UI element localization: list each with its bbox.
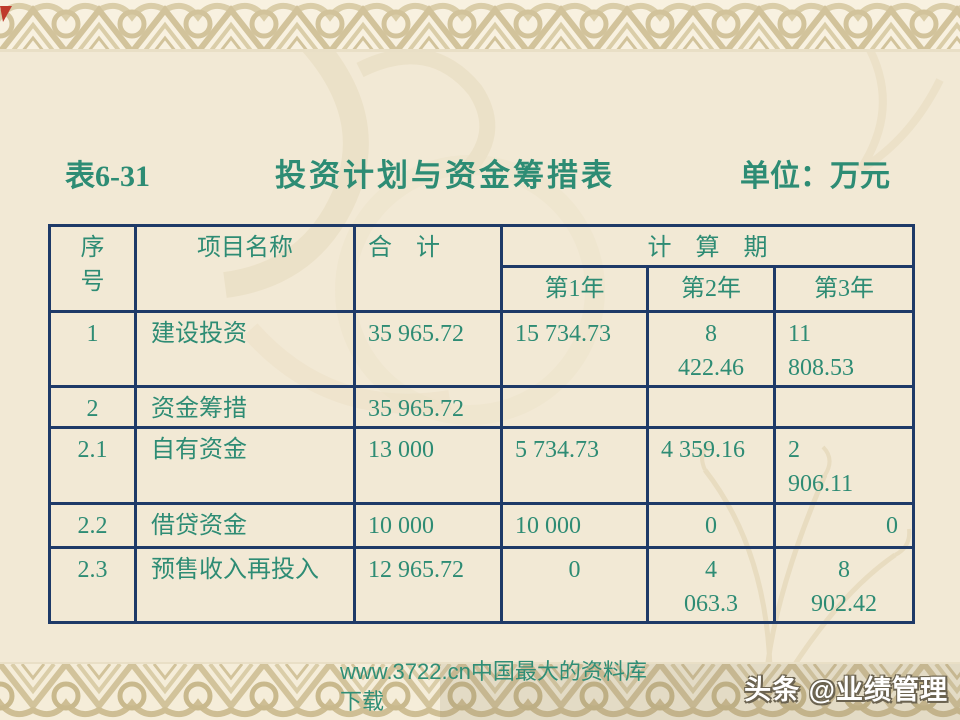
header-serial-number: 序 号: [48, 224, 137, 313]
cell-serial: 1: [48, 310, 137, 388]
slide-title-row: 表6-31 投资计划与资金筹措表 单位：万元: [65, 150, 890, 195]
cell-year3: 8 902.42: [772, 546, 916, 624]
header-project-name: 项目名称: [134, 224, 356, 313]
header-row-years: 第1年 第2年 第3年: [50, 265, 916, 313]
cell-total: 35 965.72: [353, 385, 503, 429]
cell-year2: 0: [646, 502, 776, 549]
cell-year1: 10 000: [500, 502, 649, 549]
toutiao-watermark: 头条 @业绩管理: [744, 675, 948, 705]
header-total: 合 计: [353, 224, 503, 313]
cell-year3: [772, 385, 916, 429]
cell-year3: 0: [772, 502, 916, 549]
cell-year2: 8 422.46: [646, 310, 776, 388]
table-row: 2.3 预售收入再投入 12 965.72 0 4 063.3 8 902.42: [48, 546, 916, 624]
cell-year2: 4 063.3: [646, 546, 776, 624]
cell-total: 10 000: [353, 502, 503, 549]
table-row: 2 资金筹措 35 965.72: [48, 385, 916, 429]
site-watermark-text: www.3722.cn中国最大的资料库 下载: [340, 659, 647, 714]
red-accent-triangle: [0, 6, 12, 22]
investment-plan-table: 序 号 项目名称 合 计 计 算 期 第1年 第2年 第3年 1 建设投资 35…: [48, 224, 916, 624]
cell-serial: 2.2: [48, 502, 137, 549]
cell-year3: 2 906.11: [772, 426, 916, 505]
cell-project-name: 资金筹措: [134, 385, 356, 429]
slide-title: 投资计划与资金筹措表: [275, 158, 615, 193]
table-row: 2.2 借贷资金 10 000 10 000 0 0: [48, 502, 916, 549]
cell-year1: 15 734.73: [500, 310, 649, 388]
cell-year1: 0: [500, 546, 649, 624]
unit-label: 单位：万元: [740, 160, 890, 193]
cell-total: 12 965.72: [353, 546, 503, 624]
cell-total: 35 965.72: [353, 310, 503, 388]
cell-year1: 5 734.73: [500, 426, 649, 505]
cell-project-name: 建设投资: [134, 310, 356, 388]
cell-serial: 2: [48, 385, 137, 429]
cell-serial: 2.1: [48, 426, 137, 505]
cell-project-name: 借贷资金: [134, 502, 356, 549]
cell-project-name: 预售收入再投入: [134, 546, 356, 624]
bottom-border-ornament: [0, 662, 960, 720]
header-row-group: 序 号 项目名称 合 计 计 算 期: [48, 224, 916, 313]
cell-project-name: 自有资金: [134, 426, 356, 505]
cell-year2: 4 359.16: [646, 426, 776, 505]
top-border-ornament: [0, 0, 960, 52]
header-calculation-period: 计 算 期: [499, 224, 916, 268]
cell-year3: 11 808.53: [772, 310, 916, 388]
header-year-3: 第3年: [772, 265, 916, 313]
header-year-1: 第1年: [500, 265, 649, 313]
cell-year1: [500, 385, 649, 429]
table-row: 2.1 自有资金 13 000 5 734.73 4 359.16 2 906.…: [48, 426, 916, 505]
cell-year2: [646, 385, 776, 429]
table-row: 1 建设投资 35 965.72 15 734.73 8 422.46 11 8…: [48, 310, 916, 388]
cell-serial: 2.3: [48, 546, 137, 624]
header-year-2: 第2年: [646, 265, 776, 313]
table-number-label: 表6-31: [65, 160, 150, 193]
cell-total: 13 000: [353, 426, 503, 505]
